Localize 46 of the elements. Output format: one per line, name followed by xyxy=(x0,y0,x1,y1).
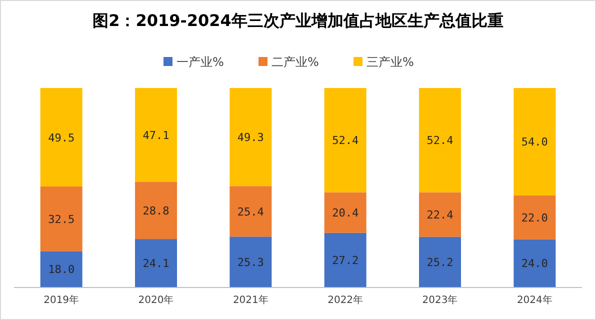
bar xyxy=(324,88,366,192)
bar xyxy=(230,88,272,186)
data-label: 25.3 xyxy=(237,256,264,269)
data-label: 22.0 xyxy=(521,211,548,224)
bar xyxy=(419,192,461,237)
data-label: 20.4 xyxy=(332,206,359,220)
bar xyxy=(135,88,177,182)
bar xyxy=(419,236,461,287)
data-label: 27.2 xyxy=(332,254,359,267)
legend-label: 一产业% xyxy=(176,55,224,69)
bar xyxy=(324,232,366,287)
data-label: 49.3 xyxy=(237,131,264,144)
bar xyxy=(135,182,177,240)
bar xyxy=(514,195,556,240)
data-label: 25.2 xyxy=(426,256,454,269)
bar xyxy=(40,251,82,287)
x-tick-label: 2020年 xyxy=(138,294,174,306)
data-label: 24.1 xyxy=(142,257,170,270)
data-label: 52.4 xyxy=(332,134,359,148)
data-label: 47.1 xyxy=(142,128,170,142)
data-label: 52.4 xyxy=(426,134,454,148)
x-tick-label: 2024年 xyxy=(516,294,552,306)
data-label: 24.0 xyxy=(521,257,548,270)
bar xyxy=(419,88,461,192)
bar xyxy=(514,239,556,287)
bar xyxy=(514,88,556,196)
x-tick-label: 2019年 xyxy=(44,294,80,306)
x-tick-label: 2023年 xyxy=(422,294,458,306)
x-tick-label: 2021年 xyxy=(232,294,268,306)
data-label: 25.4 xyxy=(237,205,264,218)
chart-title: 图2：2019-2024年三次产业增加值占地区生产总值比重 xyxy=(92,11,504,30)
bar xyxy=(230,236,272,287)
data-label: 54.0 xyxy=(521,136,548,149)
bar xyxy=(324,192,366,233)
data-label: 49.5 xyxy=(48,131,75,144)
data-label: 28.8 xyxy=(142,204,170,218)
x-tick-label: 2022年 xyxy=(328,294,364,306)
bar xyxy=(230,186,272,237)
data-label: 32.5 xyxy=(48,212,75,226)
data-label: 22.4 xyxy=(426,208,454,222)
legend-label: 三产业% xyxy=(366,55,414,69)
bar xyxy=(40,88,82,187)
bar xyxy=(135,239,177,287)
bar xyxy=(40,186,82,252)
legend-label: 二产业% xyxy=(272,55,319,69)
data-label: 18.0 xyxy=(48,263,75,276)
